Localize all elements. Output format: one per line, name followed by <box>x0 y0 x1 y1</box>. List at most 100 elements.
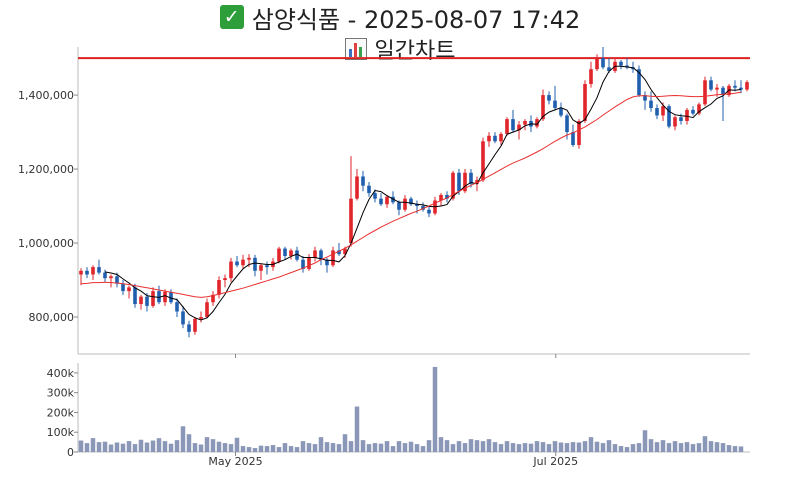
candle-body <box>511 119 515 131</box>
candle-body <box>463 172 467 192</box>
candle <box>193 317 197 335</box>
volume-bar <box>354 406 360 452</box>
candle <box>535 117 539 129</box>
volume-bar <box>726 445 732 452</box>
volume-bar <box>540 442 546 452</box>
candle <box>319 248 323 266</box>
volume-bar <box>714 442 720 452</box>
volume-y-tick-label: 400k <box>47 367 75 380</box>
volume-bar <box>114 442 120 452</box>
candle <box>643 91 647 110</box>
volume-bar <box>498 444 504 452</box>
volume-bar <box>378 443 384 452</box>
candle <box>121 280 125 295</box>
candle <box>547 91 551 105</box>
candle <box>163 289 167 306</box>
volume-bar <box>264 446 270 452</box>
volume-bar <box>546 444 552 452</box>
candle-body <box>367 185 371 194</box>
candle <box>499 132 503 146</box>
volume-bar <box>222 443 228 452</box>
candle-body <box>379 198 383 205</box>
subtitle-line: 일간차트 <box>0 34 800 64</box>
candle <box>649 91 653 112</box>
candle-body <box>559 108 563 116</box>
candle-body <box>451 172 455 199</box>
candle <box>157 285 161 305</box>
volume-bar <box>654 442 660 452</box>
volume-bar <box>642 430 648 452</box>
ma20-line <box>80 91 742 298</box>
candle-body <box>133 287 137 305</box>
candle-body <box>361 176 365 186</box>
candle <box>97 259 101 275</box>
candle-body <box>583 83 587 121</box>
volume-bar <box>696 443 702 452</box>
volume-bar <box>342 434 348 452</box>
candle-body <box>565 115 569 133</box>
bar-chart-icon <box>344 38 367 60</box>
candle <box>235 255 239 268</box>
candle <box>103 269 107 282</box>
volume-bar <box>582 441 588 452</box>
candle-body <box>595 58 599 70</box>
candle-body <box>589 69 593 84</box>
candle-body <box>307 257 311 269</box>
candle <box>511 109 515 133</box>
volume-bar <box>534 441 540 452</box>
price-y-tick-label: 1,400,000 <box>18 89 74 102</box>
candle-body <box>421 206 425 210</box>
volume-bar <box>186 434 192 452</box>
volume-bar <box>474 440 480 452</box>
candle <box>331 246 335 268</box>
volume-bar <box>228 444 234 452</box>
candle-body <box>445 194 449 199</box>
volume-bar <box>108 444 114 452</box>
candle-body <box>649 100 653 109</box>
volume-bar <box>618 446 624 452</box>
volume-bar <box>402 443 408 452</box>
volume-bar <box>216 441 222 452</box>
candle-body <box>733 85 737 88</box>
volume-bar <box>708 441 714 452</box>
volume-panel: 0 100k 200k 300k 400k May 2025 Jul 2025 <box>47 363 750 468</box>
volume-bar <box>150 440 156 452</box>
candle-body <box>145 296 149 306</box>
candle-body <box>391 196 395 203</box>
candle <box>403 194 407 212</box>
candle-body <box>409 198 413 205</box>
candle-body <box>97 267 101 273</box>
candle-body <box>295 250 299 260</box>
candle <box>301 255 305 273</box>
candle <box>199 311 203 323</box>
candle <box>253 254 257 277</box>
volume-bar <box>270 445 276 452</box>
candle-body <box>331 250 335 266</box>
volume-bar <box>564 443 570 452</box>
price-y-tick-label: 1,200,000 <box>18 163 74 176</box>
candle-body <box>745 82 749 90</box>
volume-bar <box>516 444 522 452</box>
candle-body <box>187 324 191 332</box>
volume-bar <box>648 439 654 452</box>
candle <box>673 115 677 131</box>
candle-body <box>289 250 293 256</box>
candle-body <box>235 261 239 266</box>
candle-body <box>151 291 155 306</box>
candle <box>409 196 413 207</box>
candle-body <box>625 65 629 68</box>
volume-bar <box>552 441 558 452</box>
candle-body <box>181 311 185 325</box>
volume-bar <box>408 441 414 452</box>
volume-bar <box>210 439 216 452</box>
candle-body <box>439 194 443 201</box>
candle-body <box>385 196 389 205</box>
candle-body <box>577 120 581 146</box>
candle-body <box>739 87 743 90</box>
candle-body <box>505 119 509 134</box>
volume-bar <box>174 440 180 452</box>
candle <box>469 169 473 188</box>
candle-body <box>637 69 641 96</box>
candle-body <box>493 135 497 142</box>
